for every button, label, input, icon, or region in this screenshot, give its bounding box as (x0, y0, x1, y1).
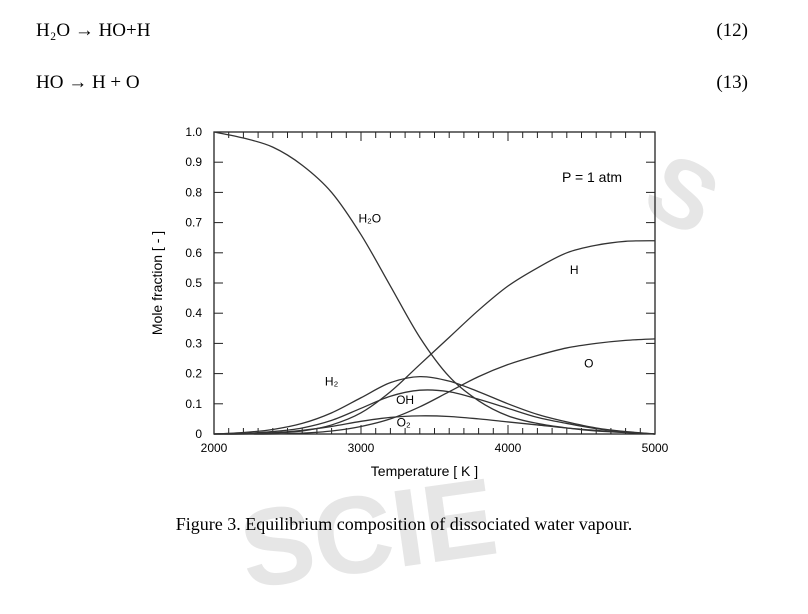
series-label: OH (396, 393, 414, 407)
y-tick-label: 0.9 (185, 155, 202, 169)
series-label: H (570, 263, 579, 277)
x-tick-label: 4000 (495, 441, 522, 455)
y-tick-label: 1.0 (185, 125, 202, 139)
x-tick-label: 5000 (642, 441, 669, 455)
y-tick-label: 0.3 (185, 336, 202, 350)
y-tick-label: 0.6 (185, 246, 202, 260)
y-tick-label: 0.7 (185, 216, 202, 230)
series-label: H₂ (325, 375, 339, 389)
x-axis-label: Temperature [ K ] (371, 463, 478, 479)
x-tick-label: 3000 (348, 441, 375, 455)
y-tick-label: 0.4 (185, 306, 202, 320)
y-tick-label: 0.1 (185, 397, 202, 411)
series-line (213, 415, 656, 435)
series-line (213, 240, 656, 435)
y-tick-label: 0.8 (185, 185, 202, 199)
series-label: O₂ (397, 415, 411, 429)
y-axis-label: Mole fraction [ - ] (149, 231, 165, 335)
y-tick-label: 0 (195, 427, 202, 441)
series-line (213, 375, 656, 435)
series-label: H₂O (358, 212, 381, 226)
mole-fraction-chart: 2000 3000 4000 5000 0 0.1 0.2 0.3 0.4 0.5 0.6 0.7 0.… (149, 125, 669, 479)
equation-12-number: (12) (716, 20, 748, 41)
equation-13: HO → H + O (36, 72, 140, 93)
equation-13-number: (13) (716, 72, 748, 93)
figure-caption: Figure 3. Equilibrium composition of dis… (175, 514, 633, 534)
series-label: O (584, 357, 593, 371)
equation-12: H₂O → HO+H (36, 20, 151, 41)
pressure-annotation: P = 1 atm (562, 169, 622, 185)
x-tick-label: 2000 (201, 441, 228, 455)
y-tick-label: 0.5 (185, 276, 202, 290)
chart-curves (213, 131, 656, 435)
series-line (214, 338, 656, 435)
y-tick-label: 0.2 (185, 367, 202, 381)
series-line (213, 389, 656, 435)
